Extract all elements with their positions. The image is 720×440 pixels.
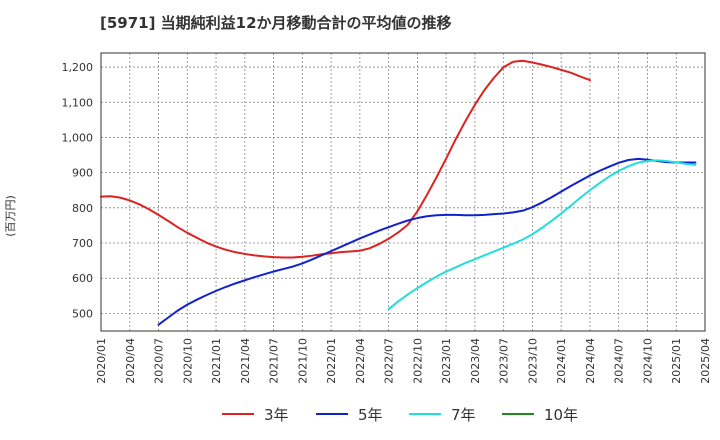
x-tick-label: 2020/01 xyxy=(95,338,108,384)
x-tick-label: 2021/07 xyxy=(268,338,281,384)
legend-item: 10年 xyxy=(502,402,578,426)
x-tick-label: 2023/10 xyxy=(526,338,539,384)
legend-item: 5年 xyxy=(316,402,383,426)
y-tick-label: 900 xyxy=(72,167,93,180)
x-tick-label: 2023/04 xyxy=(469,338,482,384)
series-lines xyxy=(100,59,697,326)
legend-swatch xyxy=(222,413,254,415)
x-tick-label: 2020/07 xyxy=(153,338,166,384)
plot-frame xyxy=(100,52,706,332)
legend-label: 5年 xyxy=(358,405,383,424)
x-tick-label: 2023/07 xyxy=(498,338,511,384)
x-tick-label: 2025/01 xyxy=(670,338,683,384)
x-tick-label: 2022/10 xyxy=(411,338,424,384)
y-tick-label: 1,100 xyxy=(62,96,94,109)
x-tick-label: 2020/04 xyxy=(124,338,137,384)
grid xyxy=(101,53,705,331)
legend-label: 3年 xyxy=(264,405,289,424)
y-tick-label: 1,000 xyxy=(62,131,94,144)
legend-label: 10年 xyxy=(544,405,579,424)
x-tick-label: 2022/01 xyxy=(325,338,338,384)
y-tick-labels: 500 600 700 800 900 1,000 1,100 1,200 xyxy=(62,61,94,320)
legend-item: 3年 xyxy=(222,402,289,426)
legend-swatch xyxy=(316,413,348,415)
x-tick-labels: 2020/01 2020/04 2020/07 2020/10 2021/01 2021/… xyxy=(95,338,712,384)
series-line-3年 xyxy=(100,59,591,259)
legend-label: 7年 xyxy=(451,405,476,424)
x-tick-label: 2024/07 xyxy=(613,338,626,384)
x-tick-label: 2021/04 xyxy=(239,338,252,384)
x-tick-label: 2021/10 xyxy=(296,338,309,384)
y-tick-label: 600 xyxy=(72,272,93,285)
legend-swatch xyxy=(502,413,534,415)
x-tick-label: 2021/01 xyxy=(210,338,223,384)
x-tick-label: 2022/04 xyxy=(354,338,367,384)
series-line-7年 xyxy=(387,159,697,311)
y-tick-label: 700 xyxy=(72,237,93,250)
x-tick-label: 2024/10 xyxy=(641,338,654,384)
legend-item: 7年 xyxy=(409,402,476,426)
x-tick-label: 2022/07 xyxy=(383,338,396,384)
legend-swatch xyxy=(409,413,441,415)
x-tick-label: 2023/01 xyxy=(440,338,453,384)
legend: 3年 5年 7年 10年 xyxy=(0,402,720,426)
y-tick-label: 800 xyxy=(72,202,93,215)
y-tick-label: 1,200 xyxy=(62,61,94,74)
y-tick-label: 500 xyxy=(72,307,93,320)
x-tick-label: 2024/01 xyxy=(555,338,568,384)
x-tick-label: 2025/04 xyxy=(699,338,712,384)
series-line-5年 xyxy=(157,157,697,326)
x-tick-label: 2024/04 xyxy=(584,338,597,384)
chart-title: [5971] 当期純利益12か月移動合計の平均値の推移 xyxy=(100,14,452,32)
x-tick-label: 2020/10 xyxy=(181,338,194,384)
